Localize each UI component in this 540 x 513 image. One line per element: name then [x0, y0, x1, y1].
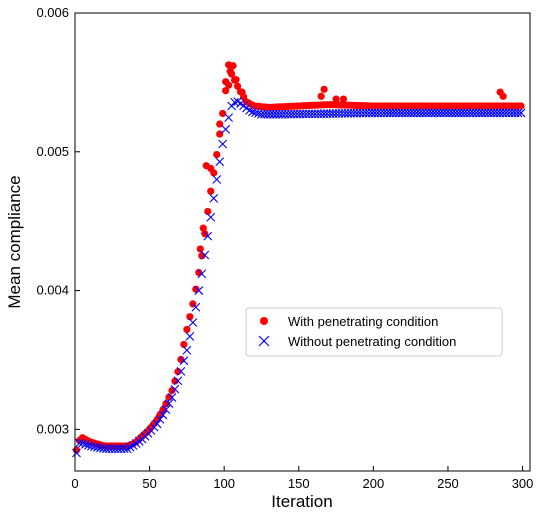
data-point-with	[196, 245, 204, 253]
data-point-with	[320, 85, 328, 93]
data-point-without	[516, 108, 526, 118]
data-point-without	[203, 231, 213, 241]
data-point-with	[180, 340, 188, 349]
data-point-without	[197, 269, 207, 279]
data-point-with	[186, 313, 194, 321]
data-point-with	[207, 187, 215, 195]
data-point-without	[158, 410, 168, 420]
data-point-without	[152, 419, 162, 429]
data-point-without	[155, 414, 165, 424]
series-with-penetrating	[72, 61, 525, 454]
data-point-without	[218, 139, 228, 149]
data-point-with	[213, 150, 221, 159]
data-point-without	[224, 113, 234, 123]
x-tick-label: 250	[437, 476, 459, 491]
data-point-without	[206, 212, 216, 222]
x-tick-label: 150	[288, 476, 310, 491]
data-point-without	[191, 302, 201, 312]
x-tick-label: 50	[142, 476, 156, 491]
legend-marker-without	[258, 335, 270, 347]
data-point-without	[173, 376, 183, 386]
data-point-with	[499, 92, 507, 100]
data-point-with	[216, 130, 224, 138]
data-point-without	[170, 384, 180, 394]
data-point-without	[221, 124, 231, 134]
legend-box	[245, 307, 503, 357]
legend-marker-with	[260, 317, 268, 325]
data-point-without	[78, 438, 87, 448]
series-without-penetrating	[72, 97, 526, 458]
plot-frame	[74, 12, 531, 472]
data-point-without	[167, 393, 177, 402]
y-axis-label: Mean compliance	[5, 175, 24, 308]
x-tick-label: 100	[213, 476, 235, 491]
data-point-without	[164, 399, 174, 408]
data-point-without	[188, 318, 198, 327]
x-axis-label: Iteration	[271, 492, 332, 511]
data-point-without	[179, 356, 189, 366]
y-axis: 0.003 0.004 0.005 0.006	[36, 5, 80, 436]
data-point-without	[513, 108, 523, 118]
data-point-without	[245, 105, 254, 115]
data-point-without	[81, 439, 90, 449]
x-tick-label: 200	[363, 476, 385, 491]
data-point-without	[212, 175, 222, 184]
y-tick-label: 0.003	[36, 421, 69, 436]
y-tick-label: 0.005	[36, 144, 69, 159]
x-axis: 0 50 100 150 200 250 300	[71, 466, 533, 491]
data-point-without	[176, 366, 186, 376]
data-point-with	[219, 109, 227, 118]
data-point-with	[204, 207, 212, 216]
data-point-without	[194, 286, 204, 295]
data-point-without	[119, 444, 129, 454]
x-tick-label: 0	[71, 476, 78, 491]
y-tick-label: 0.006	[36, 5, 69, 20]
legend: With penetrating condition Without penet…	[245, 307, 503, 357]
data-point-with	[222, 87, 230, 95]
data-point-without	[182, 345, 192, 355]
data-point-with	[199, 224, 207, 232]
data-point-with	[317, 92, 325, 100]
data-point-without	[215, 157, 225, 167]
data-point-without	[200, 250, 210, 260]
data-point-with	[332, 95, 340, 103]
data-point-without	[161, 405, 171, 415]
data-point-with	[234, 82, 242, 90]
data-point-with	[517, 102, 525, 110]
legend-label-with: With penetrating condition	[288, 314, 438, 329]
data-point-with	[226, 67, 234, 75]
data-point-with	[339, 95, 348, 103]
x-tick-label: 300	[512, 476, 534, 491]
data-point-with	[232, 76, 240, 84]
data-point-with	[183, 325, 191, 334]
data-point-without	[251, 108, 260, 118]
data-point-with	[207, 164, 215, 173]
data-point-with	[225, 81, 233, 89]
data-point-without	[248, 107, 257, 117]
y-tick-label: 0.004	[36, 283, 69, 298]
data-point-without	[209, 194, 219, 203]
data-point-with	[238, 88, 246, 96]
legend-label-without: Without penetrating condition	[288, 334, 456, 349]
data-point-without	[185, 331, 195, 341]
data-point-without	[72, 448, 81, 458]
data-point-with	[229, 62, 237, 70]
